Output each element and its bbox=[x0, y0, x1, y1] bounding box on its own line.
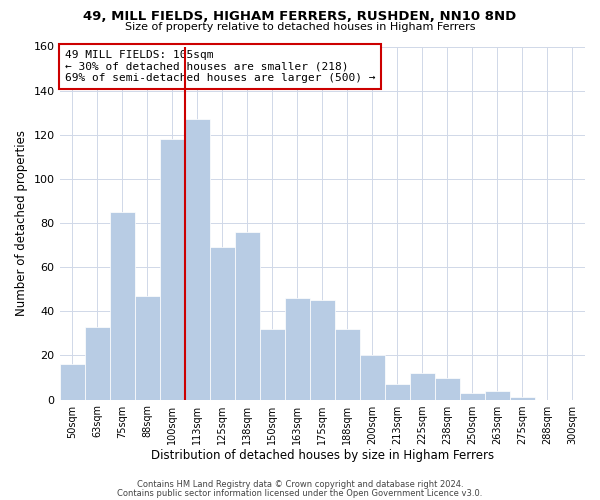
Bar bbox=[510, 398, 535, 400]
Text: Contains public sector information licensed under the Open Government Licence v3: Contains public sector information licen… bbox=[118, 488, 482, 498]
Bar bbox=[59, 364, 85, 400]
Text: 49, MILL FIELDS, HIGHAM FERRERS, RUSHDEN, NN10 8ND: 49, MILL FIELDS, HIGHAM FERRERS, RUSHDEN… bbox=[83, 10, 517, 23]
Bar bbox=[160, 139, 185, 400]
Text: Contains HM Land Registry data © Crown copyright and database right 2024.: Contains HM Land Registry data © Crown c… bbox=[137, 480, 463, 489]
Bar bbox=[285, 298, 310, 400]
Y-axis label: Number of detached properties: Number of detached properties bbox=[15, 130, 28, 316]
Bar bbox=[209, 248, 235, 400]
Bar bbox=[385, 384, 410, 400]
Bar bbox=[260, 329, 285, 400]
Bar bbox=[360, 356, 385, 400]
Bar bbox=[85, 327, 110, 400]
X-axis label: Distribution of detached houses by size in Higham Ferrers: Distribution of detached houses by size … bbox=[151, 450, 494, 462]
Bar bbox=[185, 120, 209, 400]
Bar bbox=[235, 232, 260, 400]
Bar bbox=[335, 329, 360, 400]
Text: Size of property relative to detached houses in Higham Ferrers: Size of property relative to detached ho… bbox=[125, 22, 475, 32]
Bar bbox=[134, 296, 160, 400]
Text: 49 MILL FIELDS: 105sqm
← 30% of detached houses are smaller (218)
69% of semi-de: 49 MILL FIELDS: 105sqm ← 30% of detached… bbox=[65, 50, 375, 83]
Bar bbox=[485, 391, 510, 400]
Bar bbox=[410, 373, 435, 400]
Bar bbox=[435, 378, 460, 400]
Bar bbox=[460, 393, 485, 400]
Bar bbox=[310, 300, 335, 400]
Bar bbox=[110, 212, 134, 400]
